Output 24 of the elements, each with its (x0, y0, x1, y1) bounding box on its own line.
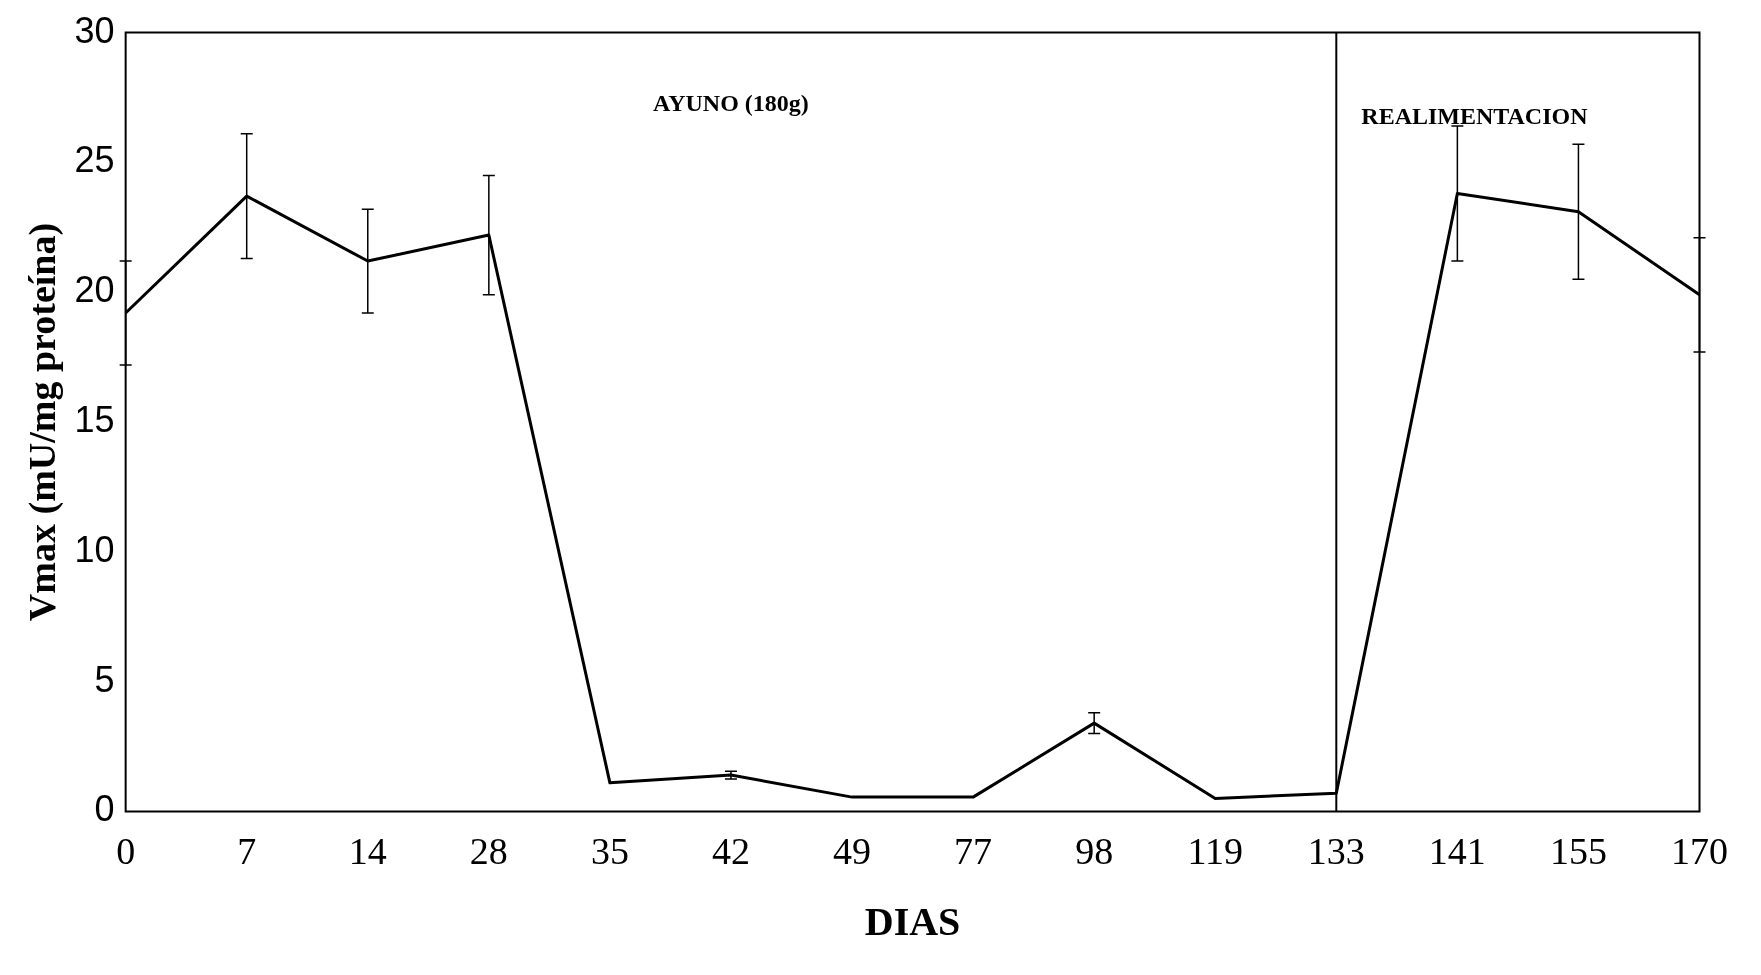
x-tick-label: 133 (1307, 830, 1365, 873)
y-tick-label: 20 (74, 269, 115, 311)
x-tick-label: 141 (1428, 830, 1486, 873)
x-tick-label: 42 (711, 830, 750, 873)
y-tick-label: 5 (94, 658, 115, 700)
y-tick-label: 15 (74, 398, 115, 440)
x-tick-label: 14 (348, 830, 387, 873)
y-tick-label: 0 (94, 788, 115, 830)
x-tick-label: 119 (1187, 830, 1244, 873)
y-axis-title: Vmax (mU/mg proteína) (20, 222, 64, 622)
annotation: AYUNO (180g) (653, 89, 809, 116)
x-tick-label: 170 (1671, 830, 1728, 873)
y-tick-label: 25 (74, 139, 115, 181)
x-tick-label: 28 (469, 830, 508, 873)
x-tick-label: 98 (1075, 830, 1114, 873)
x-tick-label: 155 (1549, 830, 1607, 873)
x-tick-label: 77 (954, 830, 993, 873)
annotation: REALIMENTACION (1361, 102, 1589, 129)
y-tick-label: 30 (74, 9, 115, 51)
y-tick-label: 10 (74, 528, 115, 570)
x-tick-label: 49 (833, 830, 872, 873)
x-tick-label: 7 (237, 830, 257, 873)
x-axis-title: DIAS (864, 899, 961, 945)
x-tick-label: 35 (590, 830, 629, 873)
